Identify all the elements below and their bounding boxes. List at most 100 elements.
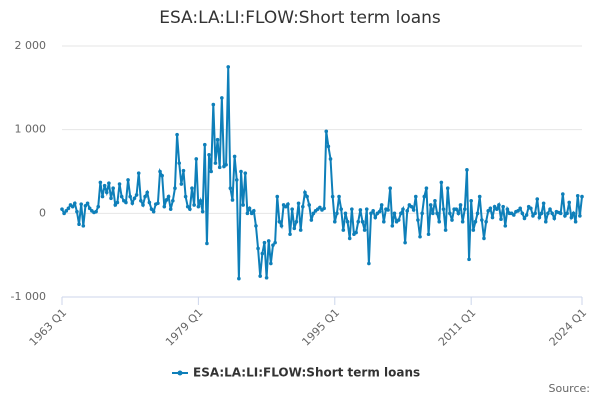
point [273, 240, 277, 245]
point [477, 194, 482, 199]
point [258, 274, 262, 278]
point [117, 182, 122, 186]
point [245, 211, 250, 216]
x-tick-label: 2011 Q1 [436, 306, 479, 349]
point [552, 216, 557, 221]
point [539, 211, 544, 216]
point [151, 209, 156, 214]
point [458, 203, 463, 207]
point [369, 211, 373, 216]
point [571, 211, 576, 216]
point [335, 211, 339, 216]
point [126, 178, 130, 182]
point [75, 209, 79, 214]
point [422, 194, 427, 199]
point [450, 218, 454, 222]
point [501, 204, 505, 209]
point [200, 209, 205, 214]
point [260, 251, 265, 256]
point [377, 209, 382, 214]
point [102, 183, 107, 188]
point [290, 207, 294, 211]
point [83, 204, 88, 208]
point [469, 198, 473, 203]
point [62, 211, 66, 216]
point [192, 203, 196, 207]
point [85, 201, 90, 206]
point [256, 246, 260, 251]
point [79, 202, 83, 206]
point [171, 198, 175, 203]
point [66, 206, 71, 211]
point [401, 207, 405, 211]
point [141, 203, 145, 207]
point [262, 240, 267, 245]
point [569, 215, 574, 220]
point [567, 200, 572, 205]
point [435, 211, 439, 216]
point [318, 205, 322, 210]
point [64, 209, 69, 213]
point [115, 200, 120, 205]
point [298, 228, 303, 232]
point [403, 240, 407, 245]
point [537, 215, 542, 220]
point [104, 190, 109, 195]
point [207, 152, 211, 157]
point [437, 219, 442, 224]
point [345, 219, 350, 224]
y-tick-label: 1 000 [15, 123, 47, 136]
point [283, 204, 288, 209]
point [399, 211, 403, 216]
point [343, 211, 348, 216]
point [156, 201, 160, 206]
point [516, 209, 520, 213]
point [254, 224, 258, 228]
point [237, 276, 241, 281]
point [413, 194, 418, 199]
point [198, 198, 203, 203]
point [543, 219, 548, 224]
point [149, 207, 154, 211]
point [143, 194, 147, 199]
point [130, 201, 135, 206]
point [354, 230, 358, 235]
point [484, 219, 488, 224]
point [462, 207, 467, 211]
point [405, 209, 410, 213]
point [550, 211, 554, 216]
point [220, 96, 224, 100]
point [226, 65, 231, 69]
point [330, 194, 335, 199]
point [217, 165, 222, 170]
point [188, 207, 192, 211]
point [303, 190, 307, 195]
source: Source: [549, 382, 591, 395]
point [269, 261, 273, 266]
point [294, 219, 299, 224]
point [98, 180, 103, 185]
point [561, 192, 565, 196]
point [433, 198, 437, 203]
point [350, 207, 354, 211]
point [505, 207, 510, 211]
point [113, 203, 118, 207]
point [215, 137, 220, 142]
point [309, 218, 314, 222]
point [124, 200, 128, 205]
point [332, 219, 337, 224]
point [94, 209, 98, 214]
point [271, 243, 275, 247]
point [87, 206, 92, 211]
point [373, 215, 378, 220]
point [232, 154, 237, 159]
point [224, 163, 228, 167]
point [360, 219, 365, 224]
point [60, 207, 64, 211]
point [194, 157, 199, 161]
point [275, 194, 280, 199]
point [183, 194, 188, 199]
point [371, 209, 375, 213]
point [175, 132, 179, 137]
point [119, 194, 124, 199]
